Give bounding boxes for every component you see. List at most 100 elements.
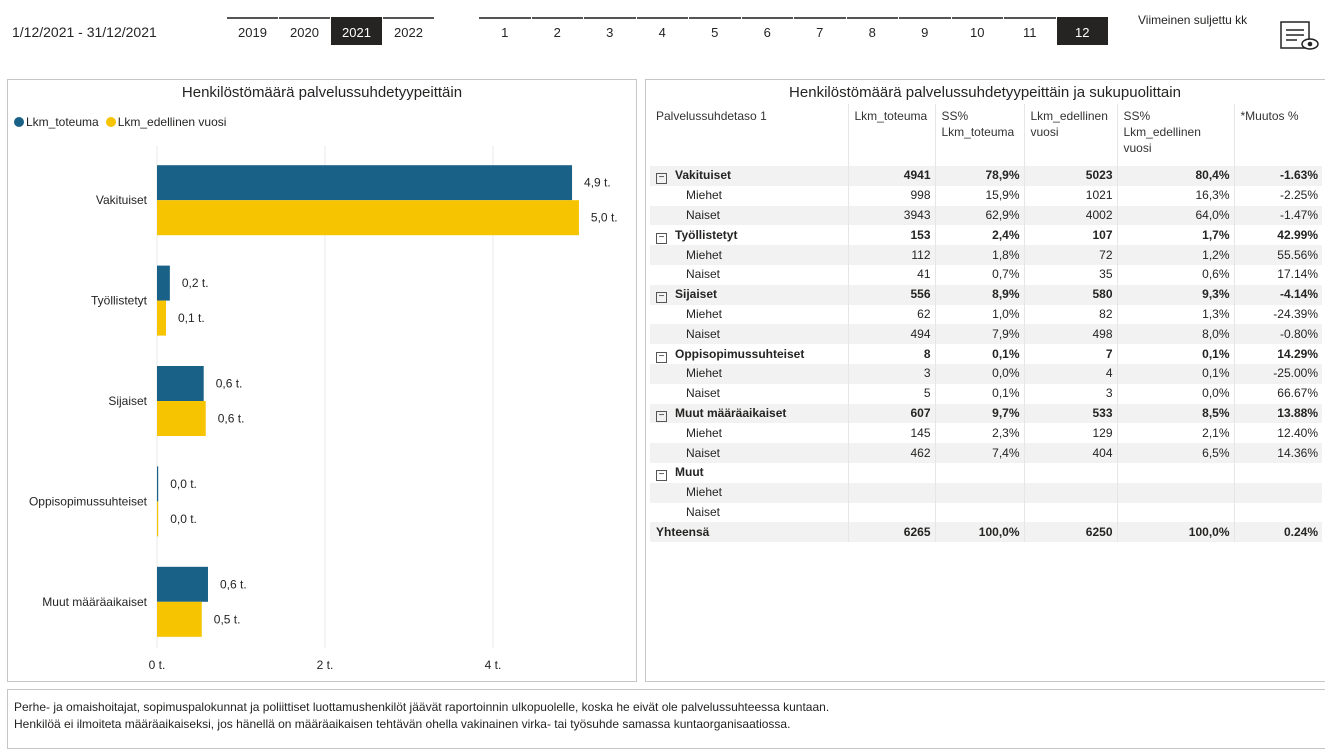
value-cell: 55.56% [1233,245,1322,265]
value-cell [1116,462,1234,483]
chart-title: Henkilöstömäärä palvelussuhdetyypeittäin [181,84,463,101]
column-header-3[interactable]: Lkm_edellinen vuosi [1023,104,1117,166]
value-cell: 9,3% [1116,284,1234,305]
year-chip-2022[interactable]: 2022 [383,17,434,45]
group-row: − Työllistetyt 153 2,4% 107 1,7% 42.99% [650,225,1322,246]
group-row: − Oppisopimussuhteiset 8 0,1% 7 0,1% 14.29% [650,344,1322,364]
value-cell: 0,0% [1116,383,1234,404]
value-cell: 8 [847,344,935,364]
value-cell: 462 [847,443,935,463]
legend-label-toteuma: Lkm_toteuma [26,115,99,129]
data-label-edellinen: 0,6 t. [218,412,245,426]
value-cell: 0,6% [1116,264,1234,285]
column-header-1[interactable]: Lkm_toteuma [847,104,935,166]
report-view-icon[interactable] [1279,20,1319,52]
data-label-toteuma: 0,2 t. [182,276,209,290]
value-cell: 41 [847,264,935,285]
value-cell: 112 [847,245,935,265]
data-label-edellinen: 0,5 t. [214,612,241,626]
bar-edellinen [157,401,206,436]
table-row: Miehet 145 2,3% 129 2,1% 12.40% [650,423,1322,444]
value-cell: 404 [1023,443,1117,463]
row-label-cell: Miehet [686,188,723,203]
column-header-0[interactable]: Palvelussuhdetaso 1 [656,109,767,123]
value-cell: 0,1% [934,344,1024,364]
month-chip-5[interactable]: 5 [689,17,741,45]
value-cell: 8,9% [934,284,1024,305]
value-cell [847,462,935,483]
group-label: Vakituiset [675,168,732,183]
month-slicer: 1 2 3 4 5 6 7 8 9 10 11 12 [479,17,1108,45]
last-closed-month-label: Viimeinen suljettu kk [1138,13,1248,27]
value-cell: 0,7% [934,264,1024,285]
footnote-line-2: Henkilöä ei ilmoiteta määräaikaiseksi, j… [14,717,791,731]
month-chip-2[interactable]: 2 [531,17,583,45]
column-header-5[interactable]: *Muutos % [1233,104,1322,166]
value-cell: 4 [1023,363,1117,384]
value-cell: 62 [847,304,935,325]
month-chip-6[interactable]: 6 [741,17,793,45]
collapse-minus-icon[interactable]: − [656,173,667,185]
group-label: Oppisopimussuhteiset [675,346,805,361]
data-label-edellinen: 0,0 t. [170,512,197,526]
value-cell: 7 [1023,344,1117,364]
date-range-label: 1/12/2021 - 31/12/2021 [12,24,157,40]
value-cell: 533 [1023,403,1117,424]
month-chip-11[interactable]: 11 [1004,17,1056,45]
data-label-toteuma: 4,9 t. [584,176,611,190]
value-cell: 6265 [847,522,935,543]
row-label-cell: Naiset [686,267,721,282]
table-row: Naiset 5 0,1% 3 0,0% 66.67% [650,383,1322,404]
value-cell: 145 [847,423,935,444]
month-chip-10[interactable]: 10 [951,17,1003,45]
year-chip-2020[interactable]: 2020 [279,17,330,45]
column-header-2[interactable]: SS% Lkm_toteuma [934,104,1024,166]
legend-dot-toteuma [14,117,24,127]
y-category-label: Muut määräaikaiset [42,595,147,609]
collapse-minus-icon[interactable]: − [656,470,667,482]
row-label-cell: Naiset [650,324,848,345]
value-cell: 5023 [1023,166,1117,186]
row-label-cell: Naiset [650,443,848,463]
legend-item-edellinen[interactable]: Lkm_edellinen vuosi [105,115,226,129]
matrix-panel: Henkilöstömäärä palvelussuhdetyypeittäin… [645,79,1325,682]
month-chip-3[interactable]: 3 [584,17,636,45]
value-cell: 42.99% [1233,225,1322,246]
month-chip-7[interactable]: 7 [794,17,846,45]
value-cell: -1.47% [1233,205,1322,226]
value-cell: 7,9% [934,324,1024,345]
month-chip-9[interactable]: 9 [899,17,951,45]
month-chip-8[interactable]: 8 [846,17,898,45]
row-label-cell: − Työllistetyt [650,225,848,245]
collapse-minus-icon[interactable]: − [656,232,667,244]
value-cell: 100,0% [1116,522,1234,543]
year-chip-2021[interactable]: 2021 [331,17,382,45]
year-slicer: 2019 2020 2021 2022 [227,17,434,45]
value-cell: 8,0% [1116,324,1234,345]
group-label: Sijaiset [675,287,718,302]
month-chip-4[interactable]: 4 [636,17,688,45]
value-cell: 494 [847,324,935,345]
value-cell [847,482,935,503]
collapse-minus-icon[interactable]: − [656,292,667,304]
row-label-cell: − Vakituiset [650,166,848,186]
collapse-minus-icon[interactable]: − [656,410,667,422]
table-row: Miehet [650,482,1322,503]
table-header-row: Palvelussuhdetaso 1 Lkm_toteuma SS% Lkm_to… [650,104,1322,166]
legend-item-toteuma[interactable]: Lkm_toteuma [14,115,99,129]
value-cell: 153 [847,225,935,246]
value-cell: 498 [1023,324,1117,345]
month-chip-12[interactable]: 12 [1056,17,1108,45]
value-cell: 12.40% [1233,423,1322,444]
month-chip-1[interactable]: 1 [479,17,531,45]
row-label-cell: Miehet [650,245,848,265]
year-chip-2019[interactable]: 2019 [227,17,278,45]
table-row: Naiset 3943 62,9% 4002 64,0% -1.47% [650,205,1322,226]
y-category-label: Oppisopimussuhteiset [29,494,148,508]
collapse-minus-icon[interactable]: − [656,351,667,363]
bar-chart: 0 t. 2 t. 4 t. Vakituiset 4,9 t. 5,0 t. Työlli… [29,146,618,672]
data-label-toteuma: 0,6 t. [216,377,243,391]
value-cell: 0,1% [934,383,1024,404]
bar-chart-panel: Henkilöstömäärä palvelussuhdetyypeittäin… [7,79,637,682]
column-header-4[interactable]: SS% Lkm_edellinen vuosi [1116,104,1234,166]
